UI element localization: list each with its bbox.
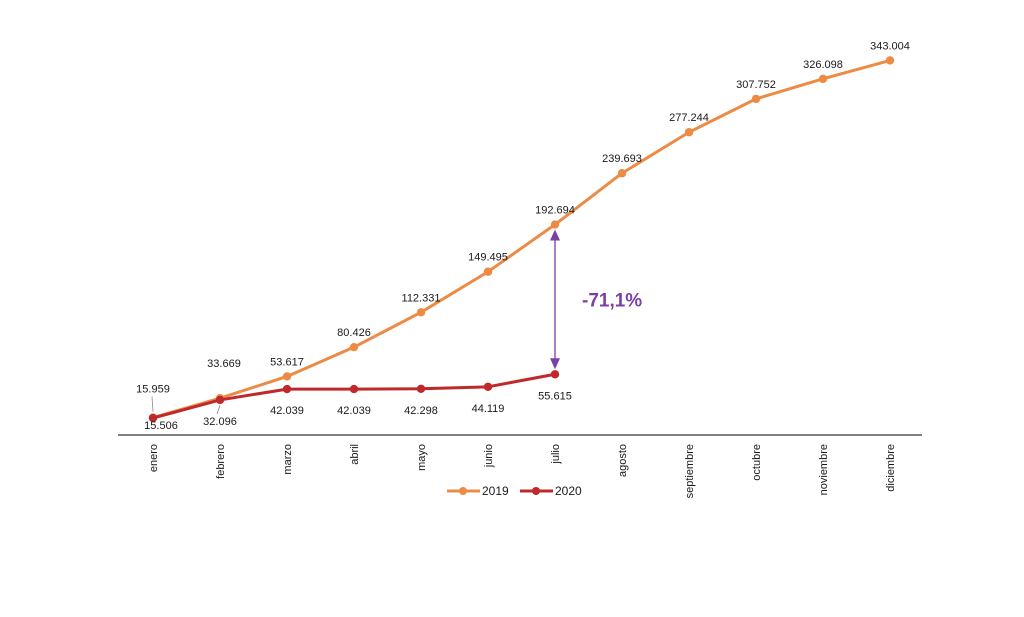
data-label-2019-marzo: 53.617 bbox=[270, 356, 304, 368]
difference-annotation-label: -71,1% bbox=[582, 290, 642, 311]
data-label-2019-mayo: 112.331 bbox=[402, 292, 441, 304]
data-point-2019-noviembre bbox=[818, 74, 828, 84]
leader-lines bbox=[151, 396, 221, 415]
data-point-2019-mayo bbox=[416, 308, 426, 317]
leader-line-2020-febrero bbox=[216, 404, 221, 415]
arrow-head-bottom bbox=[550, 358, 560, 370]
data-label-2019-noviembre: 326.098 bbox=[803, 59, 843, 71]
data-label-2019-julio: 192.694 bbox=[535, 205, 575, 217]
series-layer bbox=[148, 56, 895, 423]
data-point-2019-junio bbox=[483, 267, 493, 276]
annotation: -71,1% bbox=[550, 229, 642, 370]
x-tick-label-febrero: febrero bbox=[215, 444, 227, 479]
data-point-2020-marzo bbox=[282, 384, 292, 394]
x-tick-label-agosto: agosto bbox=[617, 444, 629, 477]
data-label-2019-septiembre: 277.244 bbox=[669, 112, 709, 124]
x-tick-label-noviembre: noviembre bbox=[818, 444, 830, 495]
data-label-2020-abril: 42.039 bbox=[337, 405, 371, 417]
x-tick-label-enero: enero bbox=[148, 444, 160, 472]
x-tick-label-julio: julio bbox=[550, 444, 562, 465]
data-point-2019-abril bbox=[349, 342, 359, 352]
data-point-2020-enero bbox=[148, 413, 158, 423]
data-label-2019-agosto: 239.693 bbox=[602, 153, 642, 165]
data-point-2020-julio bbox=[550, 370, 560, 379]
data-labels: 15.959 33.669 53.617 80.426 112.331 149.495 19… bbox=[136, 40, 910, 432]
series-line-2019 bbox=[151, 58, 892, 420]
data-label-2019-enero: 15.959 bbox=[136, 384, 170, 396]
data-point-2019-agosto bbox=[617, 169, 627, 178]
x-tick-label-junio: junio bbox=[483, 444, 495, 468]
data-label-2019-octubre: 307.752 bbox=[736, 79, 776, 91]
leader-line-2019-enero bbox=[151, 396, 154, 412]
x-axis-ticks: enero febrero marzo abril mayo junio julio agos… bbox=[148, 444, 897, 498]
data-point-2019-septiembre bbox=[684, 128, 694, 137]
legend-label-2020: 2020 bbox=[555, 484, 582, 498]
x-tick-label-diciembre: diciembre bbox=[885, 444, 897, 492]
legend-swatch-marker-2020 bbox=[532, 487, 540, 495]
x-tick-label-octubre: octubre bbox=[751, 444, 763, 481]
data-point-2020-mayo bbox=[416, 384, 426, 394]
x-tick-label-abril: abril bbox=[349, 444, 361, 465]
data-point-2019-diciembre bbox=[885, 56, 895, 65]
data-point-2020-febrero bbox=[215, 395, 225, 405]
data-point-2020-junio bbox=[483, 382, 493, 392]
data-label-2019-junio: 149.495 bbox=[468, 252, 508, 264]
data-point-2019-octubre bbox=[751, 94, 761, 104]
x-tick-label-marzo: marzo bbox=[282, 444, 294, 475]
legend: 2019 2020 bbox=[447, 484, 582, 498]
legend-swatch-marker-2019 bbox=[459, 487, 467, 495]
data-point-2020-abril bbox=[349, 384, 359, 394]
data-label-2020-marzo: 42.039 bbox=[270, 405, 304, 417]
x-tick-label-septiembre: septiembre bbox=[684, 444, 696, 498]
data-label-2020-febrero: 32.096 bbox=[203, 416, 237, 428]
data-label-2019-abril: 80.426 bbox=[337, 327, 371, 339]
x-tick-label-mayo: mayo bbox=[416, 444, 428, 471]
data-label-2020-junio: 44.119 bbox=[472, 403, 505, 415]
data-point-2019-julio bbox=[550, 220, 560, 229]
legend-label-2019: 2019 bbox=[482, 484, 509, 498]
data-point-2019-marzo bbox=[282, 372, 292, 381]
data-label-2020-julio: 55.615 bbox=[538, 390, 572, 402]
data-label-2019-febrero: 33.669 bbox=[207, 358, 241, 370]
data-label-2019-diciembre: 343.004 bbox=[870, 40, 910, 52]
data-label-2020-mayo: 42.298 bbox=[404, 405, 438, 417]
arrow-head-top bbox=[550, 229, 560, 241]
data-label-2020-enero: 15.506 bbox=[144, 420, 178, 432]
